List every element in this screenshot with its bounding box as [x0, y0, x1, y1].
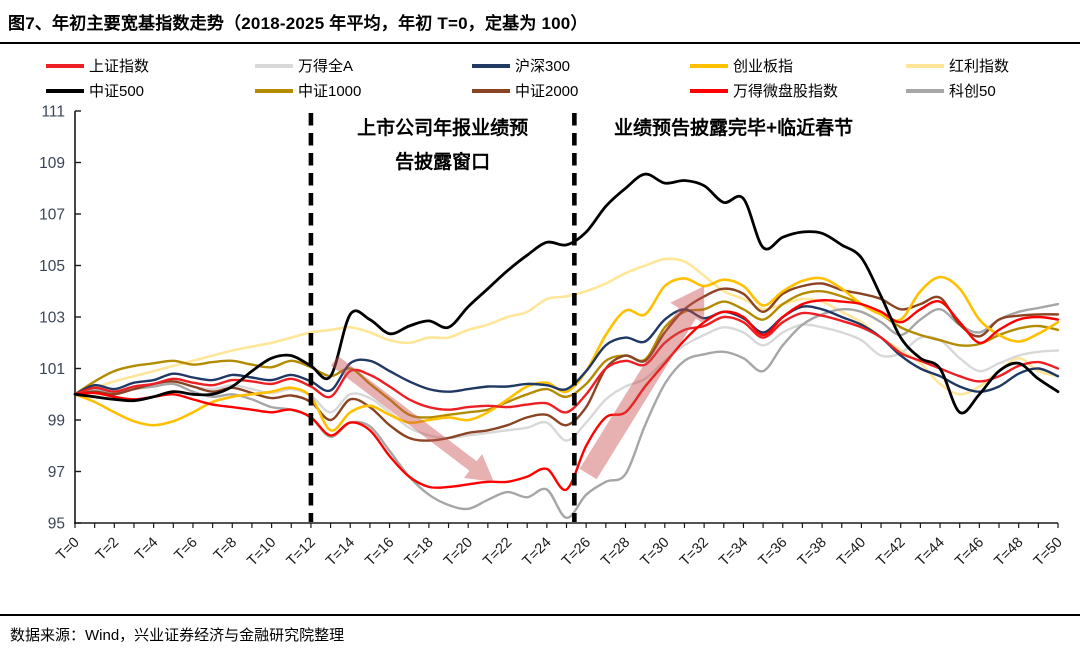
- legend-item-4: 红利指数: [906, 55, 1060, 76]
- series-line-4: [73, 257, 1060, 396]
- annotation-2-line-1: 业绩预告披露完毕+临近春节: [614, 116, 853, 139]
- x-tick-label: T=12: [284, 535, 319, 570]
- x-tick-label: T=16: [362, 535, 397, 570]
- x-tick-label: T=36: [756, 535, 791, 570]
- series-line-9: [73, 302, 1060, 519]
- x-tick-label: T=42: [874, 535, 909, 570]
- y-tick-label: 107: [39, 207, 65, 224]
- legend-item-8: 万得微盘股指数: [690, 80, 906, 101]
- x-tick-label: T=34: [716, 535, 751, 570]
- x-tick-label: T=26: [559, 535, 594, 570]
- series-line-7: [73, 282, 1060, 442]
- legend-item-5: 中证500: [46, 80, 255, 101]
- legend-label: 万得微盘股指数: [733, 83, 839, 100]
- x-tick-label: T=24: [520, 535, 555, 570]
- x-tick-label: T=14: [323, 535, 358, 570]
- x-tick-label: T=46: [952, 535, 987, 570]
- trend-arrow-2: [579, 286, 705, 480]
- legend-line-swatch: [46, 63, 84, 68]
- x-tick-label: T=8: [211, 535, 240, 564]
- legend-item-1: 万得全A: [255, 55, 472, 76]
- legend-line-swatch: [690, 88, 728, 93]
- legend-label: 沪深300: [515, 58, 571, 75]
- legend-line-swatch: [255, 88, 293, 93]
- x-tick-label: T=30: [638, 535, 673, 570]
- series-line-5: [73, 172, 1060, 415]
- annotation-1-line-2: 告披露窗口: [395, 150, 490, 173]
- legend-line-swatch: [46, 88, 84, 93]
- legend-line-swatch: [472, 88, 510, 93]
- y-tick-label: 101: [39, 361, 65, 378]
- legend-label: 科创50: [949, 83, 996, 100]
- data-source-note: 数据来源：Wind，兴业证券经济与金融研究院整理: [0, 614, 1080, 645]
- series-line-2: [73, 305, 1060, 396]
- x-tick-label: T=40: [834, 535, 869, 570]
- y-tick-label: 97: [48, 464, 65, 481]
- x-tick-label: T=6: [172, 535, 201, 564]
- legend-line-swatch: [255, 63, 293, 68]
- legend-item-0: 上证指数: [46, 55, 255, 76]
- x-tick-label: T=0: [54, 535, 83, 564]
- legend-label: 红利指数: [949, 58, 1010, 75]
- y-tick-label: 111: [41, 104, 65, 121]
- y-tick-label: 99: [48, 413, 65, 430]
- trend-arrow-1: [330, 356, 494, 482]
- x-tick-label: T=22: [480, 535, 515, 570]
- legend-label: 创业板指: [733, 58, 794, 75]
- y-tick-label: 95: [48, 516, 65, 533]
- x-tick-label: T=28: [598, 535, 633, 570]
- series-line-0: [73, 311, 1060, 414]
- legend-line-swatch: [906, 63, 944, 68]
- x-tick-label: T=32: [677, 535, 712, 570]
- figure-title: 图7、年初主要宽基指数走势（2018-2025 年平均，年初 T=0，定基为 1…: [0, 0, 1080, 44]
- chart-legend: 上证指数 万得全A 沪深300 创业板指 红利指数中证500 中证1000 中证2000 万得…: [46, 55, 1060, 101]
- x-tick-label: T=44: [913, 535, 948, 570]
- series-line-8: [73, 298, 1060, 492]
- legend-line-swatch: [906, 88, 944, 93]
- legend-item-7: 中证2000: [472, 80, 690, 101]
- y-tick-label: 109: [39, 155, 65, 172]
- series-line-1: [73, 323, 1060, 442]
- legend-line-swatch: [472, 63, 510, 68]
- x-tick-label: T=4: [132, 535, 161, 564]
- y-tick-label: 103: [39, 310, 65, 327]
- x-tick-label: T=18: [402, 535, 437, 570]
- legend-label: 中证2000: [515, 83, 579, 100]
- legend-item-6: 中证1000: [255, 80, 472, 101]
- x-tick-label: T=48: [992, 535, 1027, 570]
- legend-label: 中证500: [89, 83, 145, 100]
- x-tick-label: T=38: [795, 535, 830, 570]
- legend-item-3: 创业板指: [690, 55, 906, 76]
- legend-item-9: 科创50: [906, 80, 1060, 101]
- legend-label: 中证1000: [298, 83, 362, 100]
- x-tick-label: T=10: [244, 535, 279, 570]
- x-tick-label: T=20: [441, 535, 476, 570]
- legend-label: 万得全A: [298, 58, 354, 75]
- legend-line-swatch: [690, 63, 728, 68]
- x-tick-label: T=50: [1031, 535, 1066, 570]
- x-tick-label: T=2: [93, 535, 122, 564]
- legend-item-2: 沪深300: [472, 55, 690, 76]
- y-tick-label: 105: [39, 258, 65, 275]
- annotation-1-line-1: 上市公司年报业绩预: [357, 116, 528, 139]
- legend-label: 上证指数: [89, 58, 150, 75]
